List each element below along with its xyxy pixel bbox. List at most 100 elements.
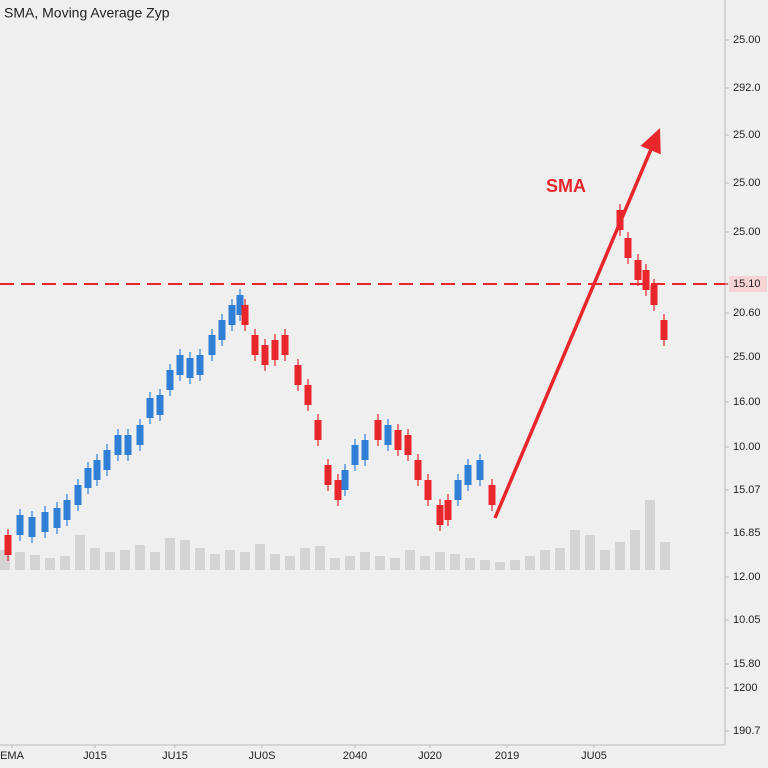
volume-bar xyxy=(345,556,355,570)
volume-bar xyxy=(390,558,400,570)
volume-bar xyxy=(30,555,40,570)
volume-bar xyxy=(375,556,385,570)
volume-bar xyxy=(270,554,280,570)
y-tick-label: 16.00 xyxy=(733,396,761,408)
volume-bar xyxy=(90,548,100,570)
candle-body xyxy=(351,445,359,465)
x-tick-label: JU05 xyxy=(581,750,607,762)
candle-body xyxy=(41,512,49,532)
candle-body xyxy=(642,270,650,290)
annotation: SMA xyxy=(546,176,586,196)
x-tick-label: JU15 xyxy=(162,750,188,762)
candle-body xyxy=(294,365,302,385)
candle-body xyxy=(476,460,484,480)
volume-bar xyxy=(660,542,670,570)
candle-body xyxy=(53,508,61,528)
y-tick-label: 15.10 xyxy=(733,278,761,290)
trend-arrow xyxy=(493,149,653,519)
y-tick-label: 25.00 xyxy=(733,34,761,46)
tick-highlight xyxy=(729,276,767,292)
candle-body xyxy=(324,465,332,485)
volume-bar xyxy=(420,556,430,570)
candle-body xyxy=(208,335,216,355)
candle-body xyxy=(314,420,322,440)
y-tick-label: 292.0 xyxy=(733,82,761,94)
volume-bar xyxy=(195,548,205,570)
candle-body xyxy=(63,500,71,520)
candle-body xyxy=(236,295,244,315)
candle-body xyxy=(146,398,154,418)
y-tick-label: 25.00 xyxy=(733,351,761,363)
candle-body xyxy=(271,340,279,360)
volume-bar xyxy=(555,548,565,570)
candle-body xyxy=(166,370,174,390)
volume-bar xyxy=(630,530,640,570)
volume-bar xyxy=(645,500,655,570)
volume-bar xyxy=(75,535,85,570)
candle-body xyxy=(156,395,164,415)
volume-bar xyxy=(360,552,370,570)
x-tick-label: 2019 xyxy=(495,750,519,762)
volume-bar xyxy=(225,550,235,570)
y-tick-label: 1200 xyxy=(733,682,757,694)
candle-body xyxy=(4,535,12,555)
volume-bar xyxy=(300,548,310,570)
candle-body xyxy=(341,470,349,490)
volume-bar xyxy=(255,544,265,570)
candle-body xyxy=(414,460,422,480)
volume-bar xyxy=(450,554,460,570)
candle-body xyxy=(16,515,24,535)
candle-body xyxy=(251,335,259,355)
y-tick-label: 10.05 xyxy=(733,614,761,626)
volume-bar xyxy=(330,558,340,570)
candle-body xyxy=(261,345,269,365)
y-tick-label: 25.00 xyxy=(733,129,761,141)
y-tick-label: 25.00 xyxy=(733,177,761,189)
candle-body xyxy=(176,355,184,375)
volume-bar xyxy=(240,552,250,570)
volume-bar xyxy=(60,556,70,570)
volume-bar xyxy=(510,560,520,570)
candle-body xyxy=(404,435,412,455)
candle-body xyxy=(103,450,111,470)
candle-body xyxy=(281,335,289,355)
candle-body xyxy=(444,500,452,520)
volume-bar xyxy=(435,552,445,570)
volume-bar xyxy=(585,535,595,570)
volume-bar xyxy=(120,550,130,570)
x-tick-label: 2040 xyxy=(343,750,367,762)
volume-bar xyxy=(465,558,475,570)
volume-bar xyxy=(405,550,415,570)
y-tick-label: 16.85 xyxy=(733,527,761,539)
volume-bar xyxy=(15,552,25,570)
volume-bar xyxy=(570,530,580,570)
candle-body xyxy=(424,480,432,500)
candle-body xyxy=(634,260,642,280)
candle-body xyxy=(374,420,382,440)
candle-body xyxy=(464,465,472,485)
x-tick-label: EMA xyxy=(0,750,25,762)
candle-body xyxy=(334,480,342,500)
candle-body xyxy=(74,485,82,505)
y-tick-label: 20.60 xyxy=(733,307,761,319)
volume-bar xyxy=(315,546,325,570)
y-tick-label: 25.00 xyxy=(733,226,761,238)
volume-bar xyxy=(285,556,295,570)
y-tick-label: 12.00 xyxy=(733,571,761,583)
x-tick-label: J020 xyxy=(418,750,442,762)
candle-body xyxy=(228,305,236,325)
volume-bar xyxy=(45,558,55,570)
y-tick-label: 190.7 xyxy=(733,725,761,737)
volume-bar xyxy=(210,554,220,570)
volume-bar xyxy=(525,556,535,570)
candle-body xyxy=(454,480,462,500)
candle-body xyxy=(384,425,392,445)
candle-body xyxy=(124,435,132,455)
candle-body xyxy=(93,460,101,480)
candle-body xyxy=(28,517,36,537)
volume-bar xyxy=(540,550,550,570)
volume-bar xyxy=(135,545,145,570)
volume-bar xyxy=(600,550,610,570)
